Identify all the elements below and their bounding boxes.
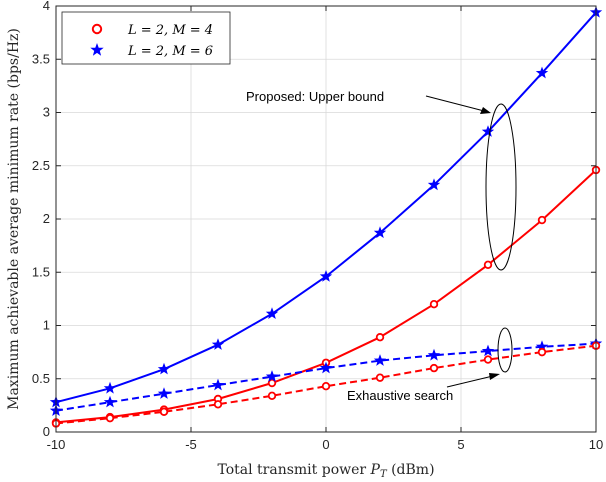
data-point-circle <box>159 407 169 416</box>
data-point-star <box>481 344 495 357</box>
annotation-exhaustive-arrow <box>446 374 498 388</box>
y-tick-label: 0 <box>43 424 50 439</box>
x-tick-label: 0 <box>322 437 329 452</box>
data-point-circle <box>105 413 115 423</box>
data-point-star <box>535 340 549 353</box>
data-point-star <box>319 270 333 282</box>
annotation-exhaustive-ellipse <box>497 327 513 373</box>
series-line <box>55 344 597 425</box>
x-tick-label: 10 <box>589 437 603 452</box>
data-point-star <box>535 66 549 79</box>
annotation-upper-bound-arrowhead <box>480 107 491 114</box>
y-tick-label: 4 <box>43 0 50 13</box>
data-point-star <box>265 307 279 319</box>
data-point-star <box>319 361 333 374</box>
data-point-circle <box>483 260 493 269</box>
data-point-circle <box>537 215 547 225</box>
annotation-exhaustive: Exhaustive search <box>347 327 513 403</box>
x-axis-label-var: P <box>370 462 381 478</box>
y-tick-label: 3 <box>43 105 50 120</box>
x-axis-label-sub: T <box>380 469 388 480</box>
series-3 <box>51 341 601 428</box>
axis-ticks: -10 -5 0 5 10 0 0.5 1 1.5 2 2.5 3 3.5 4 <box>32 0 603 452</box>
data-point-star <box>211 378 225 391</box>
y-tick-label: 3.5 <box>32 51 50 66</box>
y-tick-label: 1.5 <box>32 264 50 279</box>
data-point-star <box>211 338 225 350</box>
annotation-upper-bound-arrow <box>425 95 489 113</box>
data-point-circle <box>267 378 277 388</box>
legend-label-m6: L = 2, M = 6 <box>127 44 213 59</box>
x-axis-label-pre: Total transmit power <box>217 462 370 478</box>
data-point-star <box>157 387 171 399</box>
data-point-circle <box>321 382 331 391</box>
data-point-star <box>265 370 279 382</box>
data-point-circle <box>375 373 385 382</box>
annotation-upper-bound-label: Proposed: Upper bound <box>246 89 384 104</box>
annotation-upper-bound-ellipse <box>485 103 517 271</box>
data-point-star <box>481 125 495 137</box>
data-point-star <box>427 348 441 361</box>
data-point-circle <box>267 391 277 400</box>
y-tick-label: 0.5 <box>32 371 50 386</box>
data-point-star <box>427 178 441 191</box>
data-point-circle <box>483 355 493 364</box>
legend-box <box>61 11 231 65</box>
data-point-circle <box>213 400 223 409</box>
x-tick-label: -5 <box>185 437 197 452</box>
x-tick-label: -10 <box>47 437 66 452</box>
annotation-exhaustive-label: Exhaustive search <box>347 388 453 403</box>
y-axis-label: Maximum achievable average minimum rate … <box>6 28 22 410</box>
data-point-star <box>103 381 117 394</box>
x-axis-label: Total transmit power PT (dBm) <box>217 462 434 480</box>
y-tick-label: 2 <box>43 211 50 226</box>
data-point-circle <box>537 347 547 357</box>
series-line <box>55 342 597 412</box>
x-axis-label-post: (dBm) <box>387 462 435 478</box>
y-tick-label: 1 <box>43 318 50 333</box>
data-point-star <box>373 226 387 239</box>
data-point-circle <box>429 363 439 373</box>
x-tick-label: 5 <box>457 437 464 452</box>
legend-label-m4: L = 2, M = 4 <box>127 23 213 38</box>
data-point-star <box>103 395 117 408</box>
legend: L = 2, M = 4 L = 2, M = 6 <box>61 11 231 65</box>
annotation-upper-bound: Proposed: Upper bound <box>246 89 517 271</box>
data-point-star <box>157 362 171 375</box>
legend-marker-circle <box>91 23 103 35</box>
data-point-circle <box>429 300 439 309</box>
annotation-exhaustive-arrowhead <box>489 373 500 380</box>
legend-marker-star <box>90 43 104 56</box>
data-point-star <box>373 354 387 366</box>
data-point-circle <box>375 333 385 342</box>
y-tick-label: 2.5 <box>32 158 50 173</box>
